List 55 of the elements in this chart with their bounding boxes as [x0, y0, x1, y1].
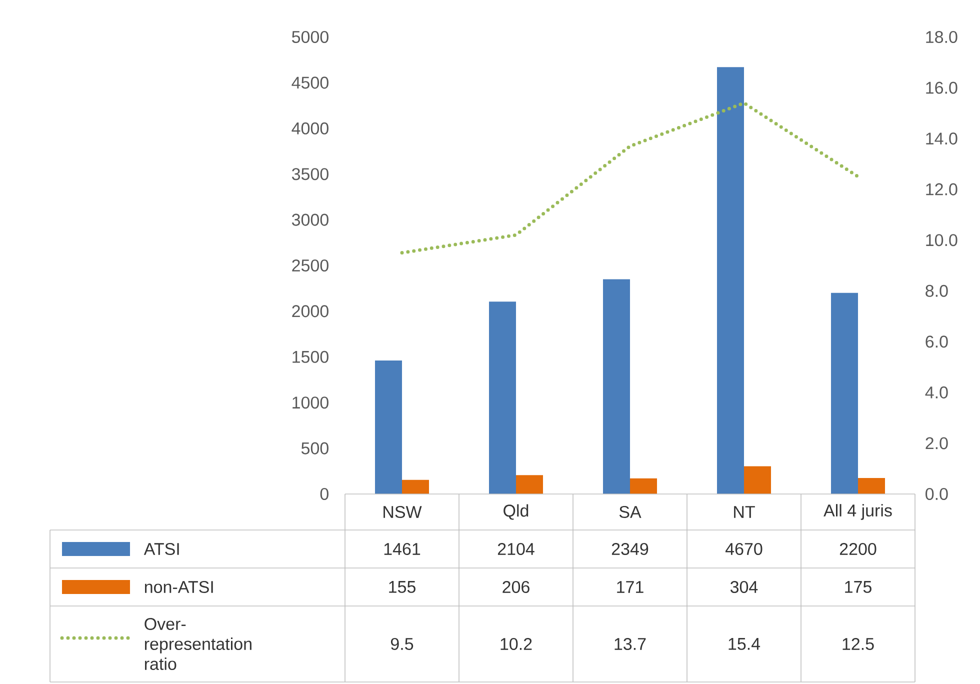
line-series — [400, 101, 860, 255]
y2-tick-label: 2.0 — [926, 437, 948, 450]
y-tick-label: 3000 — [292, 214, 328, 226]
y-tick-label: 1000 — [292, 396, 328, 409]
data-label: 12.5 — [842, 638, 874, 650]
bar — [375, 360, 402, 494]
y2-tick-label: 16.0 — [926, 82, 958, 94]
bar — [489, 302, 516, 494]
data-label: 2104 — [498, 542, 534, 556]
x-tick-label: SA — [619, 506, 642, 518]
y-tick-label: 0 — [320, 488, 328, 500]
y2-tick-label: 12.0 — [926, 183, 958, 196]
data-label: 2349 — [612, 542, 648, 556]
data-label: 1461 — [384, 542, 420, 556]
bar — [858, 478, 885, 494]
y2-tick-label: 18.0 — [926, 30, 958, 44]
y-tick-label: 3500 — [292, 168, 328, 180]
data-label: 2200 — [840, 542, 876, 556]
x-tick-label: Qld — [504, 504, 528, 520]
y-tick-label: 1500 — [292, 350, 328, 363]
bar — [830, 292, 858, 494]
data-label: 206 — [502, 580, 530, 594]
data-label: 9.5 — [390, 638, 414, 650]
y-tick-label: 4000 — [292, 122, 328, 134]
y-tick-label: 500 — [301, 442, 328, 454]
data-label: 304 — [730, 580, 758, 594]
data-label: 4670 — [725, 542, 762, 556]
data-label: 175 — [845, 581, 872, 593]
y2-tick-label: 10.0 — [926, 234, 958, 246]
data-label: 10.2 — [500, 638, 532, 650]
y-tick-label: 2000 — [292, 305, 328, 318]
legend-label: Over-representation ratio — [144, 618, 252, 670]
y-tick-label: 2500 — [292, 259, 328, 272]
bar — [630, 478, 657, 494]
x-tick-label: NT — [734, 506, 755, 518]
y-tick-label: 5000 — [292, 30, 328, 44]
data-label: 171 — [617, 581, 644, 593]
bar — [402, 480, 429, 494]
legend-label: non-ATSI — [145, 580, 213, 594]
y2-tick-label: 6.0 — [926, 336, 948, 348]
data-label: 155 — [389, 581, 416, 593]
y2-tick-label: 14.0 — [926, 132, 958, 145]
bar — [717, 67, 744, 494]
bar — [744, 466, 771, 494]
x-tick-label: All 4 juris — [824, 504, 892, 520]
data-label: 15.4 — [728, 638, 760, 650]
data-label: 13.7 — [614, 638, 646, 650]
legend-label: ATSI — [144, 542, 179, 556]
y2-tick-label: 4.0 — [925, 386, 948, 398]
x-tick-label: NSW — [384, 506, 422, 518]
y2-tick-label: 8.0 — [926, 284, 948, 297]
bar — [516, 475, 543, 494]
bar — [603, 279, 630, 494]
y-tick-label: 4500 — [292, 76, 328, 89]
y2-tick-label: 0.0 — [926, 488, 948, 500]
